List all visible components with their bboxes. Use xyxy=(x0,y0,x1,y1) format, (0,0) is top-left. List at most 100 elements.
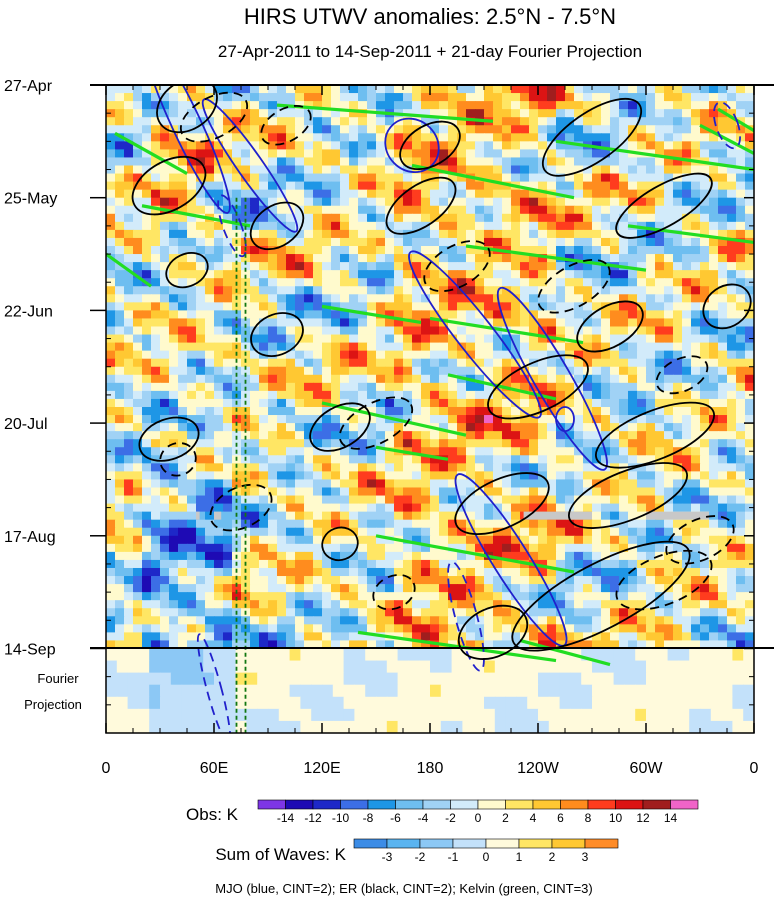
heat-cell xyxy=(628,318,638,328)
heat-cell xyxy=(277,326,287,336)
heat-cell xyxy=(691,270,701,279)
heat-cell xyxy=(664,551,674,561)
heat-cell xyxy=(232,479,242,489)
heat-cell xyxy=(538,262,548,271)
heat-cell xyxy=(259,334,269,344)
heat-cell xyxy=(439,334,449,344)
heat-cell xyxy=(403,85,413,94)
heat-cell xyxy=(709,334,719,344)
heat-cell xyxy=(214,423,224,432)
heat-cell xyxy=(493,366,503,376)
heat-cell xyxy=(196,165,206,175)
heat-cell xyxy=(664,471,674,481)
heat-cell xyxy=(376,270,386,279)
heat-cell xyxy=(529,117,539,126)
heat-cell xyxy=(727,229,737,239)
heat-cell xyxy=(673,245,683,255)
heat-cell xyxy=(160,342,170,352)
heat-cell xyxy=(709,205,719,215)
heat-cell xyxy=(340,592,350,601)
heat-cell xyxy=(484,278,494,287)
heat-cell xyxy=(223,173,233,183)
heat-cell xyxy=(700,254,710,263)
heat-cell xyxy=(367,141,377,150)
heat-cell xyxy=(430,519,440,529)
heat-cell xyxy=(646,471,656,481)
heat-cell xyxy=(673,270,683,279)
heat-cell xyxy=(304,262,314,271)
heat-cell xyxy=(367,600,377,609)
heat-cell xyxy=(664,165,674,175)
heat-cell xyxy=(727,141,737,150)
heat-cell xyxy=(601,213,611,223)
heat-cell xyxy=(133,543,143,553)
heat-cell xyxy=(304,245,314,255)
heat-cell xyxy=(268,374,278,384)
heat-cell xyxy=(466,334,476,344)
heat-cell xyxy=(601,358,611,368)
heat-cell xyxy=(268,109,278,118)
heat-cell xyxy=(205,278,215,287)
heat-cell xyxy=(709,181,719,191)
heat-cell xyxy=(601,608,611,617)
heat-cell xyxy=(286,551,296,561)
heat-cell xyxy=(295,374,305,384)
heat-cell xyxy=(412,117,422,126)
heat-cell xyxy=(313,495,323,505)
heat-cell xyxy=(610,576,620,585)
heat-cell xyxy=(574,165,584,175)
heat-cell xyxy=(727,93,737,102)
heat-cell xyxy=(358,447,368,456)
heat-cell xyxy=(655,278,665,287)
heat-cell xyxy=(475,535,485,545)
heat-cell xyxy=(151,374,161,384)
heat-cell xyxy=(313,503,323,513)
heat-cell xyxy=(565,221,575,231)
heat-cell xyxy=(682,503,692,513)
heat-cell xyxy=(727,334,737,344)
heat-cell xyxy=(583,254,593,263)
heat-cell xyxy=(574,149,584,159)
heat-cell xyxy=(718,101,728,110)
heat-cell xyxy=(520,173,530,183)
heat-cell xyxy=(313,543,323,553)
heat-cell xyxy=(124,205,134,215)
heat-cell xyxy=(466,165,476,175)
heat-cell xyxy=(331,342,341,352)
heat-cell xyxy=(700,245,710,255)
heat-cell xyxy=(556,181,566,191)
heat-cell xyxy=(466,326,476,336)
heat-cell xyxy=(169,479,179,489)
heat-cell xyxy=(376,350,386,360)
heat-cell xyxy=(556,141,566,150)
heat-cell xyxy=(340,576,350,585)
heat-cell xyxy=(412,286,422,295)
heat-cell xyxy=(718,350,728,360)
heat-cell xyxy=(538,213,548,223)
heat-cell xyxy=(718,93,728,102)
heat-cell xyxy=(133,487,143,497)
heat-cell xyxy=(574,439,584,448)
heat-cell xyxy=(493,398,503,408)
heat-cell xyxy=(322,519,332,529)
heat-cell xyxy=(286,109,296,118)
heat-cell xyxy=(331,326,341,336)
heat-cell xyxy=(691,495,701,505)
heat-cell xyxy=(520,431,530,440)
heat-cell xyxy=(331,431,341,440)
heat-cell xyxy=(286,254,296,263)
heat-cell xyxy=(673,254,683,263)
heat-cell xyxy=(196,109,206,118)
heat-cell xyxy=(133,237,143,247)
heat-cell xyxy=(448,342,458,352)
heat-cell xyxy=(106,213,116,223)
heat-cell xyxy=(745,431,754,440)
heat-cell xyxy=(322,543,332,553)
heat-cell xyxy=(547,213,557,223)
heat-cell xyxy=(682,495,692,505)
heat-cell xyxy=(313,527,323,537)
heat-cell xyxy=(151,262,161,271)
heat-cell xyxy=(466,511,476,521)
heat-cell xyxy=(691,221,701,231)
heat-cell xyxy=(187,229,197,239)
